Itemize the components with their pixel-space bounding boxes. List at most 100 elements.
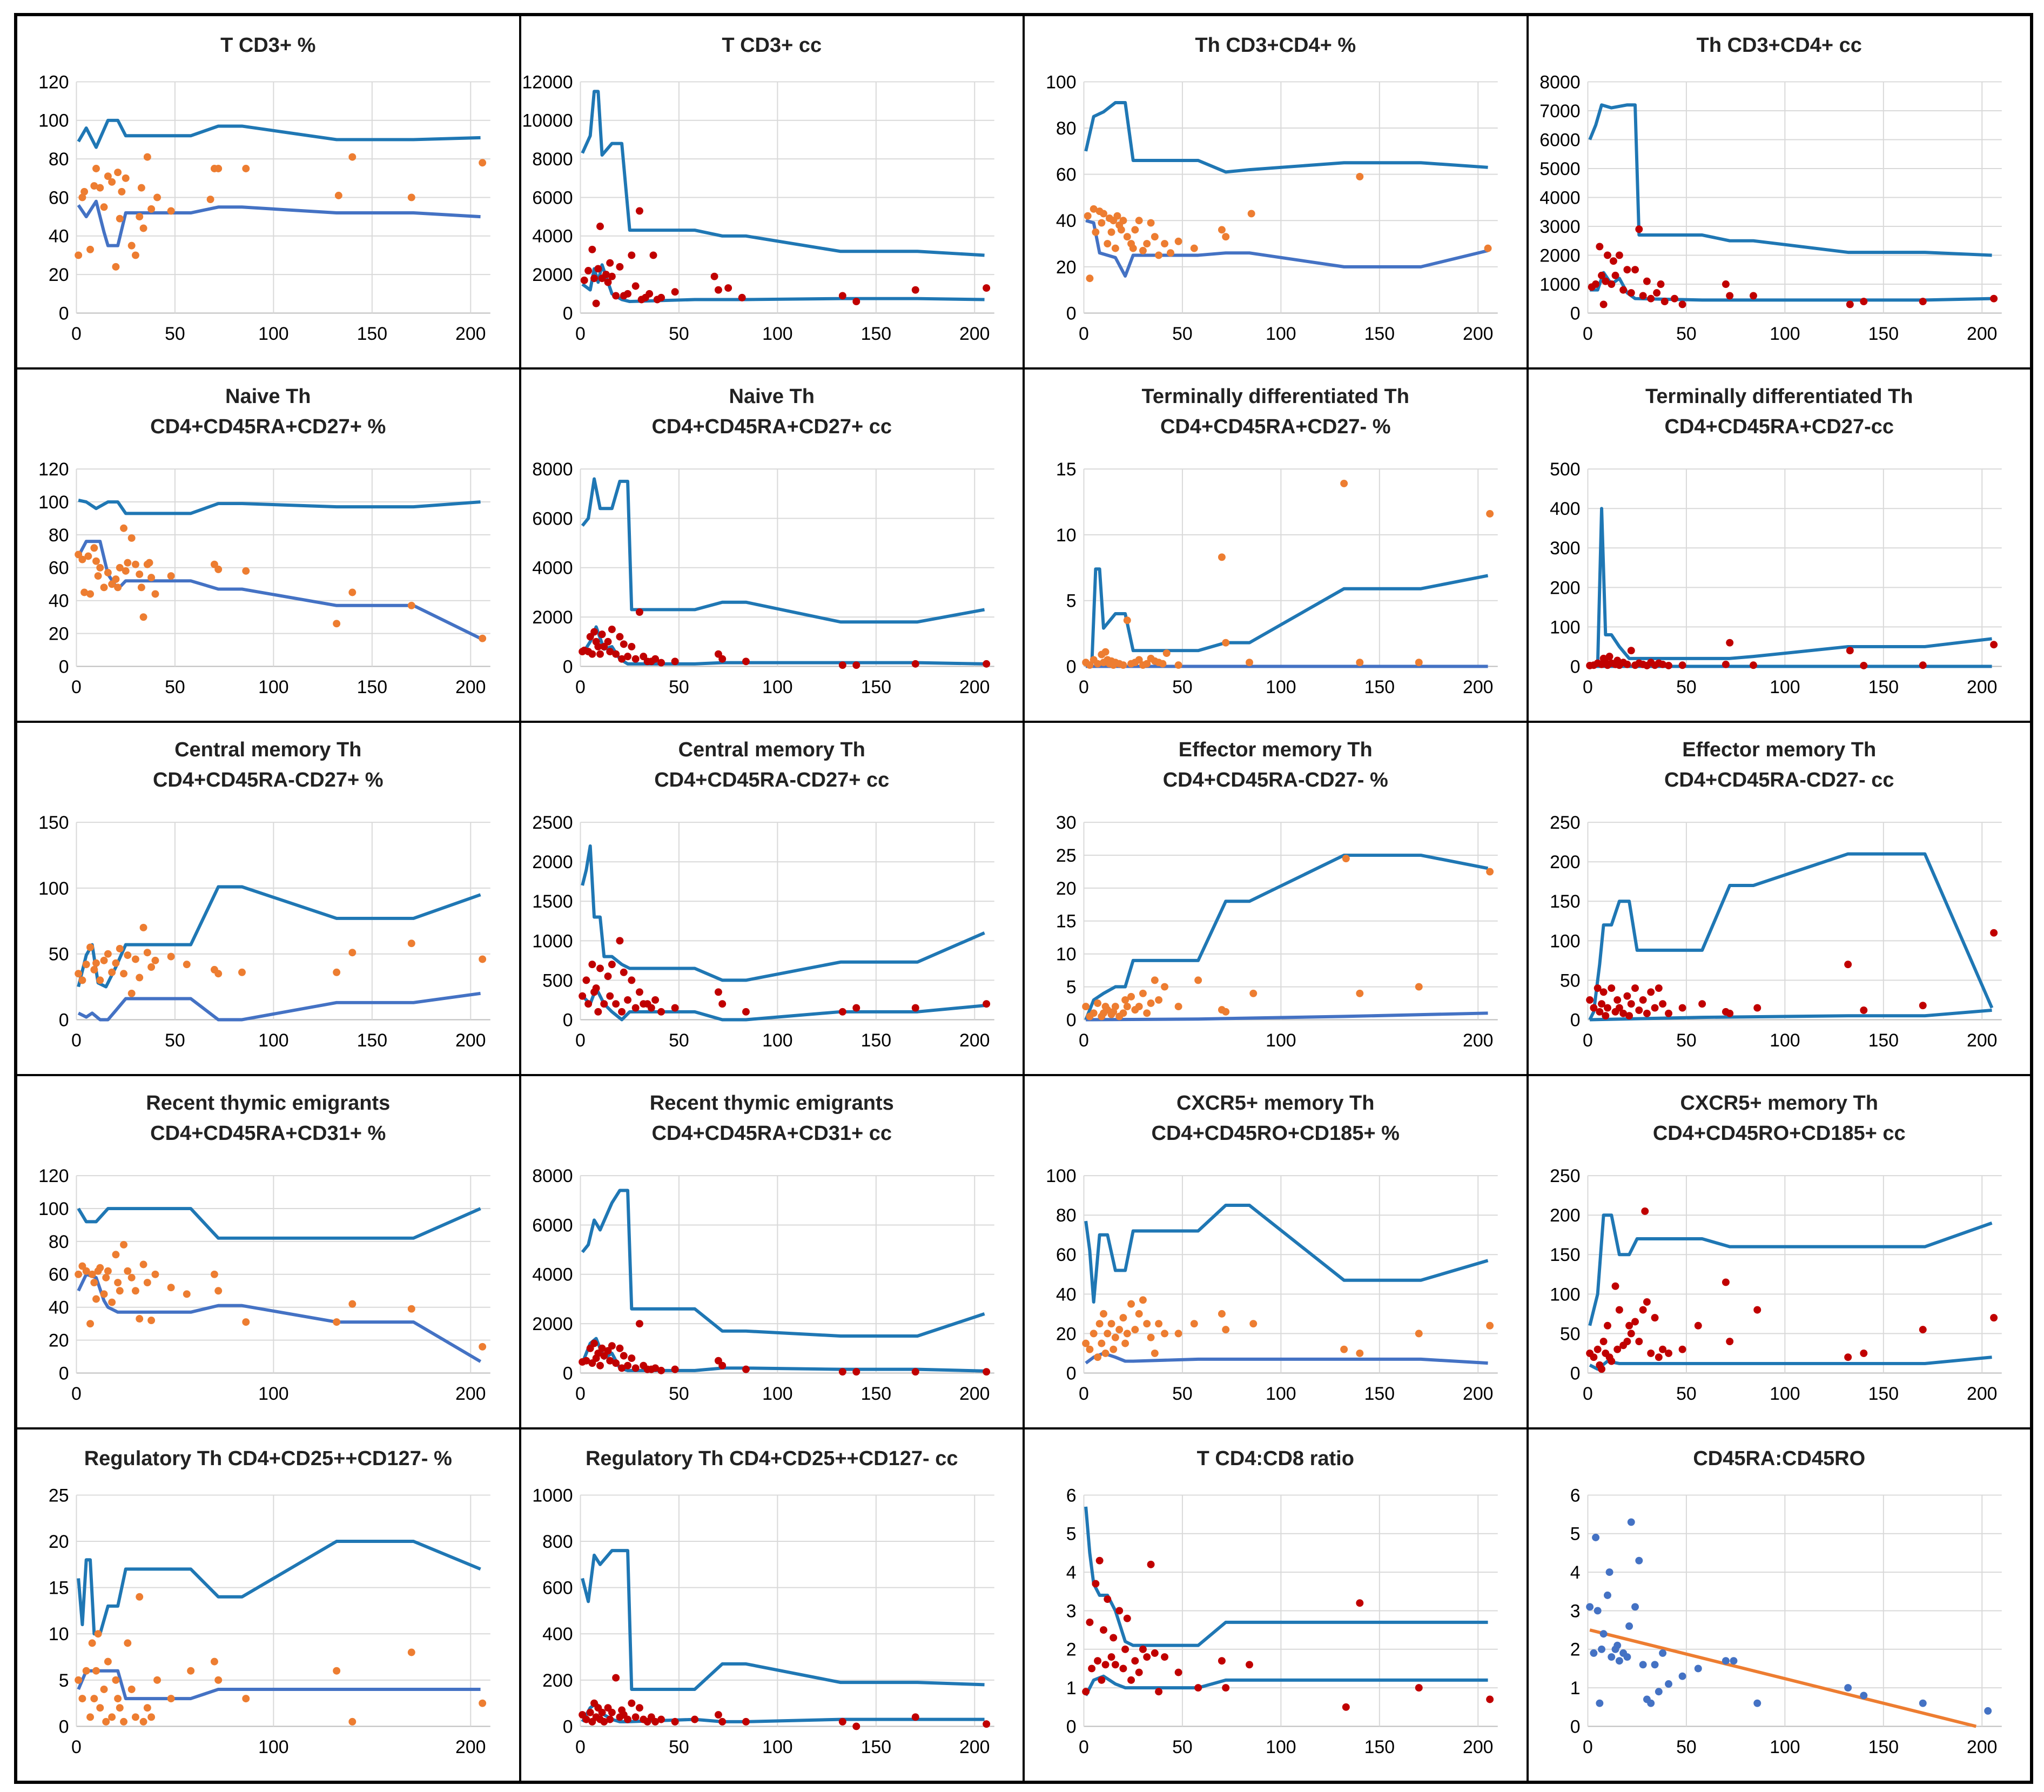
data-point — [671, 1717, 679, 1726]
data-point — [1115, 1607, 1124, 1615]
data-point — [671, 1004, 679, 1012]
data-point — [1249, 1320, 1258, 1328]
series-line-upper — [581, 477, 985, 624]
data-point — [1722, 280, 1730, 288]
x-tick-label: 100 — [762, 1384, 792, 1404]
data-point — [1725, 639, 1733, 647]
data-point — [1161, 1653, 1169, 1661]
data-point — [1342, 1703, 1350, 1711]
chart-panel-treg-pct: Regulatory Th CD4+CD25++CD127- % 0 5 10 15 20… — [16, 1428, 520, 1782]
data-point — [242, 165, 250, 172]
data-point — [635, 608, 643, 616]
data-point — [86, 245, 95, 253]
data-point — [1218, 226, 1226, 234]
data-point — [348, 949, 357, 957]
data-point — [238, 968, 246, 976]
y-tick-label: 0 — [1570, 1010, 1580, 1030]
data-point — [1643, 1009, 1651, 1017]
data-point — [479, 634, 487, 642]
x-tick-label: 0 — [575, 1737, 586, 1757]
data-point — [137, 583, 145, 592]
data-point — [1104, 240, 1112, 248]
x-tick-label: 150 — [860, 1384, 891, 1404]
data-point — [206, 196, 214, 204]
x-tick-label: 100 — [762, 677, 792, 697]
data-point — [1595, 243, 1603, 251]
chart-title: CXCR5+ memory Th CD4+CD45RO+CD185+ cc — [1652, 1092, 1906, 1145]
data-point — [620, 640, 628, 648]
x-tick-label: 200 — [1967, 1384, 1997, 1404]
data-point — [116, 563, 124, 572]
data-point — [1218, 1657, 1226, 1665]
y-tick-label: 0 — [562, 303, 573, 324]
data-point — [167, 1284, 175, 1292]
data-point — [151, 590, 159, 598]
y-tick-label: 60 — [1056, 1245, 1077, 1265]
x-tick-label: 150 — [1364, 677, 1395, 697]
data-point — [657, 1008, 665, 1016]
data-point — [1639, 1306, 1647, 1314]
x-tick-label: 100 — [1266, 1737, 1296, 1757]
data-point — [143, 1279, 151, 1287]
y-tick-label: 4 — [1570, 1562, 1580, 1583]
data-point — [623, 996, 631, 1004]
data-point — [407, 1648, 415, 1656]
data-point — [1597, 1645, 1605, 1653]
chart-panel-th-cd3cd4-cc: Th CD3+CD4+ cc 0 1000 2000 3000 4000 5000 6000 7… — [1527, 15, 2031, 368]
y-tick-label: 2500 — [532, 813, 573, 833]
data-point — [1123, 616, 1131, 625]
y-tick-label: 80 — [49, 1232, 69, 1252]
data-point — [139, 923, 147, 931]
data-point — [615, 1344, 623, 1352]
data-point — [1651, 1004, 1659, 1012]
data-point — [1135, 1310, 1143, 1318]
x-tick-label: 150 — [1868, 324, 1898, 344]
data-point — [852, 1004, 860, 1012]
data-point — [1247, 210, 1255, 218]
data-point — [1415, 1684, 1423, 1692]
data-point — [1092, 228, 1100, 236]
data-point — [651, 655, 659, 663]
data-point — [1249, 989, 1258, 997]
data-point — [1123, 1330, 1131, 1338]
data-point — [1139, 1296, 1147, 1304]
data-point — [911, 286, 919, 294]
data-point — [92, 959, 100, 967]
data-point — [1698, 1000, 1706, 1008]
data-point — [145, 559, 153, 567]
data-point — [333, 1318, 341, 1326]
data-point — [635, 1320, 643, 1328]
data-point — [1593, 1607, 1602, 1615]
x-tick-label: 150 — [1868, 1384, 1898, 1404]
x-tick-label: 200 — [959, 324, 990, 344]
y-tick-label: 20 — [1056, 257, 1077, 278]
data-point — [124, 1267, 132, 1275]
data-point — [1725, 1009, 1733, 1017]
data-point — [1086, 1618, 1094, 1626]
data-point — [114, 1279, 122, 1287]
x-tick-label: 200 — [455, 677, 486, 697]
data-point — [116, 1287, 124, 1295]
data-point — [635, 1704, 643, 1712]
x-tick-label: 0 — [1583, 1737, 1593, 1757]
data-point — [1631, 984, 1639, 992]
data-point — [911, 1004, 919, 1012]
data-point — [1115, 1326, 1124, 1334]
data-point — [108, 968, 116, 976]
data-point — [982, 660, 990, 668]
data-point — [1161, 983, 1169, 991]
y-tick-label: 0 — [562, 1010, 573, 1030]
y-tick-label: 100 — [1550, 617, 1580, 637]
data-point — [852, 1368, 860, 1376]
x-tick-label: 150 — [1364, 1737, 1395, 1757]
series-line-lower — [77, 199, 481, 247]
x-tick-label: 0 — [1079, 677, 1089, 697]
data-point — [596, 1361, 604, 1370]
data-point — [1611, 1282, 1619, 1290]
data-point — [127, 241, 136, 250]
chart-svg: 0 50 100 150 200 250 0 50 100 150 200 — [1550, 813, 2002, 1051]
data-point — [1095, 1556, 1104, 1565]
data-point — [183, 1290, 191, 1298]
x-tick-label: 200 — [455, 1030, 486, 1051]
chart-svg: 0 20 40 60 80 100 0 50 100 150 200 — [1046, 1166, 1498, 1404]
